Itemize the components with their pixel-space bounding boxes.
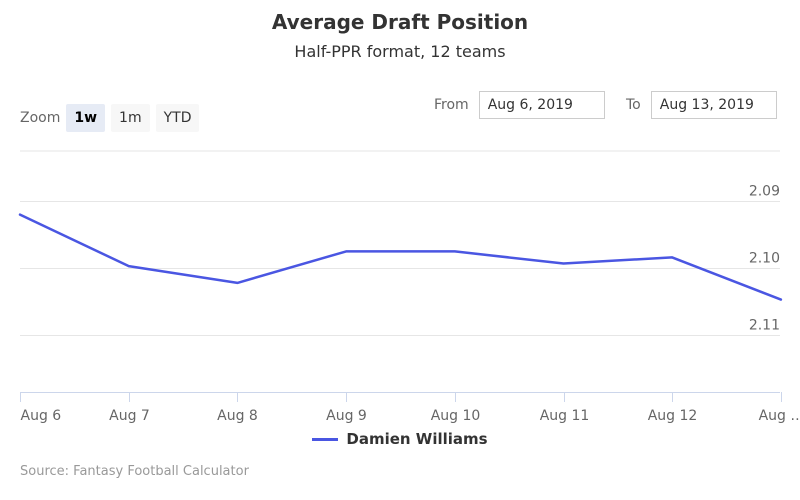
range-to: To Aug 13, 2019: [626, 91, 777, 119]
series-line-0: [18, 213, 783, 301]
y-tick-label-2: 2.11: [749, 318, 780, 334]
zoom-controls: Zoom 1w 1m YTD: [20, 103, 205, 133]
x-tick-label-1: Aug 7: [109, 408, 150, 424]
x-tick-label-3: Aug 9: [326, 408, 367, 424]
chart-subtitle: Half-PPR format, 12 teams: [294, 42, 506, 61]
range-from-input[interactable]: Aug 6, 2019: [478, 91, 605, 119]
y-tick-label-1: 2.10: [749, 251, 780, 267]
range-to-label: To: [626, 97, 641, 113]
zoom-button-1w[interactable]: 1w: [66, 104, 106, 132]
legend-swatch: [312, 437, 339, 441]
x-tick-label-2: Aug 8: [217, 408, 258, 424]
x-tick-label-0: Aug 6: [21, 408, 62, 424]
x-tick-label-7: Aug …: [759, 408, 800, 424]
zoom-button-1m[interactable]: 1m: [111, 104, 150, 132]
x-tick-label-4: Aug 10: [431, 408, 481, 424]
legend[interactable]: Damien Williams: [0, 430, 800, 448]
y-tick-label-0: 2.09: [749, 184, 780, 200]
x-tick-label-5: Aug 11: [540, 408, 590, 424]
range-to-input[interactable]: Aug 13, 2019: [650, 91, 777, 119]
x-tick-label-6: Aug 12: [648, 408, 698, 424]
legend-label: Damien Williams: [346, 430, 488, 448]
chart-title: Average Draft Position: [271, 10, 529, 34]
source-credit: Source: Fantasy Football Calculator: [20, 464, 249, 479]
range-from-label: From: [434, 97, 469, 113]
zoom-label: Zoom: [20, 110, 61, 126]
zoom-button-ytd[interactable]: YTD: [155, 104, 200, 132]
range-from: From Aug 6, 2019: [434, 91, 605, 119]
